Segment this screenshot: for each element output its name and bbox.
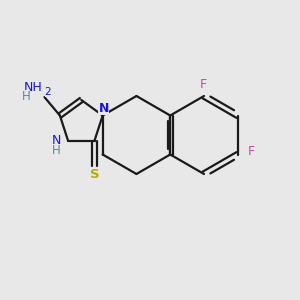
Text: H: H bbox=[52, 144, 61, 157]
Text: S: S bbox=[90, 168, 100, 181]
Text: N: N bbox=[52, 134, 61, 147]
Text: F: F bbox=[248, 145, 255, 158]
Text: NH: NH bbox=[24, 81, 42, 94]
Text: 2: 2 bbox=[45, 87, 51, 97]
Text: H: H bbox=[22, 90, 30, 103]
Text: F: F bbox=[200, 78, 207, 91]
Text: N: N bbox=[98, 101, 109, 115]
